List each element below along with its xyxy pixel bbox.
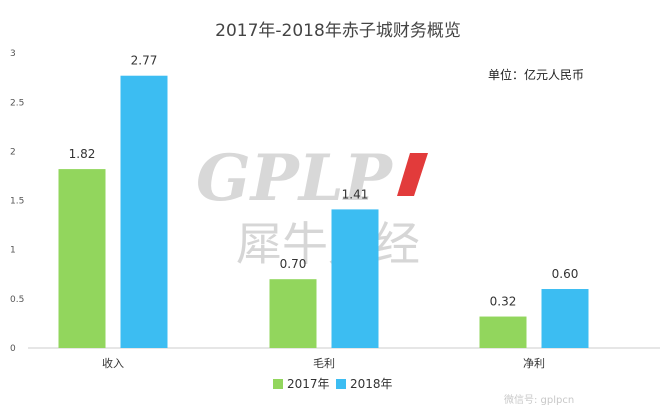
y-tick-label-0: 0 (10, 344, 16, 354)
watermark-chinese: 犀牛财经 (236, 217, 420, 271)
bar-0-2 (479, 316, 527, 348)
legend-label-1: 2018年 (350, 377, 393, 391)
bar-1-1 (331, 209, 379, 348)
bar-0-0 (58, 169, 106, 348)
category-labels: 收入 毛利 净利 (102, 356, 545, 370)
value-label-0-2: 0.32 (490, 295, 517, 309)
y-tick-label-1: 0.5 (10, 295, 24, 305)
legend-swatch-0 (273, 379, 283, 389)
category-label-2: 净利 (523, 356, 545, 370)
value-label-0-1: 0.70 (280, 257, 307, 271)
unit-note: 单位：亿元人民币 (488, 67, 584, 82)
legend-label-0: 2017年 (287, 377, 330, 391)
category-label-0: 收入 (102, 356, 124, 370)
value-label-1-0: 2.77 (131, 54, 158, 68)
corner-watermark: 微信号: gplpcn (504, 393, 574, 406)
y-axis: 0 0.5 1 1.5 2 2.5 3 (10, 49, 24, 354)
bar-1-2 (541, 289, 589, 348)
y-tick-label-5: 2.5 (10, 98, 24, 108)
value-labels: 1.82 0.70 0.32 2.77 1.41 0.60 (69, 54, 579, 309)
chart-title: 2017年-2018年赤子城财务概览 (215, 21, 461, 41)
legend: 2017年 2018年 (273, 377, 393, 391)
y-tick-label-6: 3 (10, 49, 16, 59)
value-label-1-2: 0.60 (552, 267, 579, 281)
watermark-gplp: GPLP (196, 141, 394, 216)
legend-swatch-1 (336, 379, 346, 389)
y-tick-label-4: 2 (10, 147, 16, 157)
bars (58, 75, 589, 349)
watermark-accent-mark (397, 153, 428, 196)
value-label-0-0: 1.82 (69, 147, 96, 161)
bar-1-0 (120, 75, 168, 349)
watermark: GPLP 犀牛财经 (196, 141, 428, 271)
value-label-1-1: 1.41 (342, 187, 369, 201)
bar-0-1 (269, 279, 317, 348)
y-tick-label-2: 1 (10, 246, 16, 256)
category-label-1: 毛利 (313, 357, 335, 370)
y-tick-label-3: 1.5 (10, 197, 24, 207)
